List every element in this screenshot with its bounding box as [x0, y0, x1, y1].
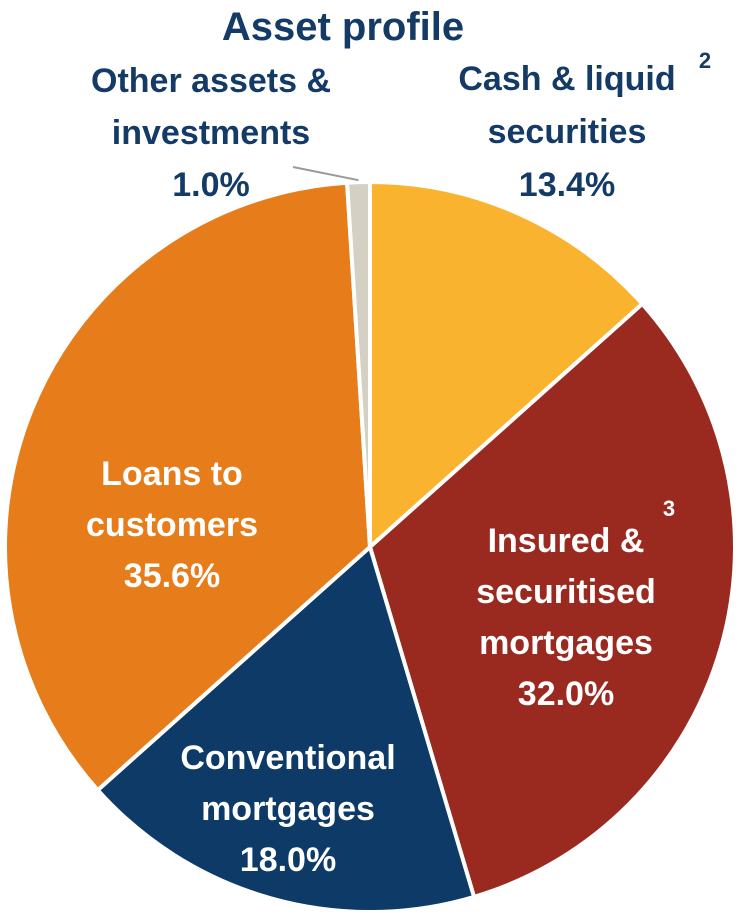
- footnote-marker-cash-liquid-securities: 2: [699, 48, 711, 73]
- label-insured-securitised-mortgages-line-2: securitised: [476, 573, 656, 611]
- footnote-marker-insured-securitised-mortgages: 3: [663, 496, 675, 521]
- label-insured-securitised-mortgages-line-1: Insured &: [488, 522, 645, 560]
- label-loans-to-customers-line-1: Loans to: [101, 455, 243, 493]
- label-insured-securitised-mortgages-line-3: mortgages: [479, 624, 653, 662]
- label-cash-liquid-securities-line-1: Cash & liquid: [458, 60, 675, 98]
- slice-labels: Cash & liquid securities 13.4% 2 Insured & se…: [86, 48, 711, 879]
- label-loans-to-customers-line-2: customers: [86, 506, 258, 544]
- label-other-assets-investments-line-2: investments: [112, 114, 310, 152]
- slice-other-assets-investments: [345, 180, 372, 549]
- pie-slices: [3, 180, 737, 914]
- slice-insured-securitised-mortgages: [368, 301, 737, 899]
- label-cash-liquid-securities-line-2: securities: [488, 113, 647, 151]
- label-other-assets-investments-line-1: Other assets &: [91, 62, 331, 100]
- other-assets-leader-line: [292, 166, 359, 182]
- value-label-other-assets-investments: 1.0%: [172, 166, 250, 204]
- value-label-cash-liquid-securities: 13.4%: [519, 166, 615, 204]
- slice-loans-to-customers: [3, 180, 372, 793]
- label-conventional-mortgages-line-2: mortgages: [201, 790, 375, 828]
- value-label-loans-to-customers: 35.6%: [124, 557, 220, 595]
- label-conventional-mortgages-line-1: Conventional: [180, 739, 395, 777]
- value-label-insured-securitised-mortgages: 32.0%: [518, 675, 614, 713]
- chart-title: Asset profile: [222, 5, 464, 49]
- value-label-conventional-mortgages: 18.0%: [240, 841, 336, 879]
- slice-conventional-mortgages: [95, 545, 477, 914]
- slice-cash-liquid-securities: [368, 180, 645, 549]
